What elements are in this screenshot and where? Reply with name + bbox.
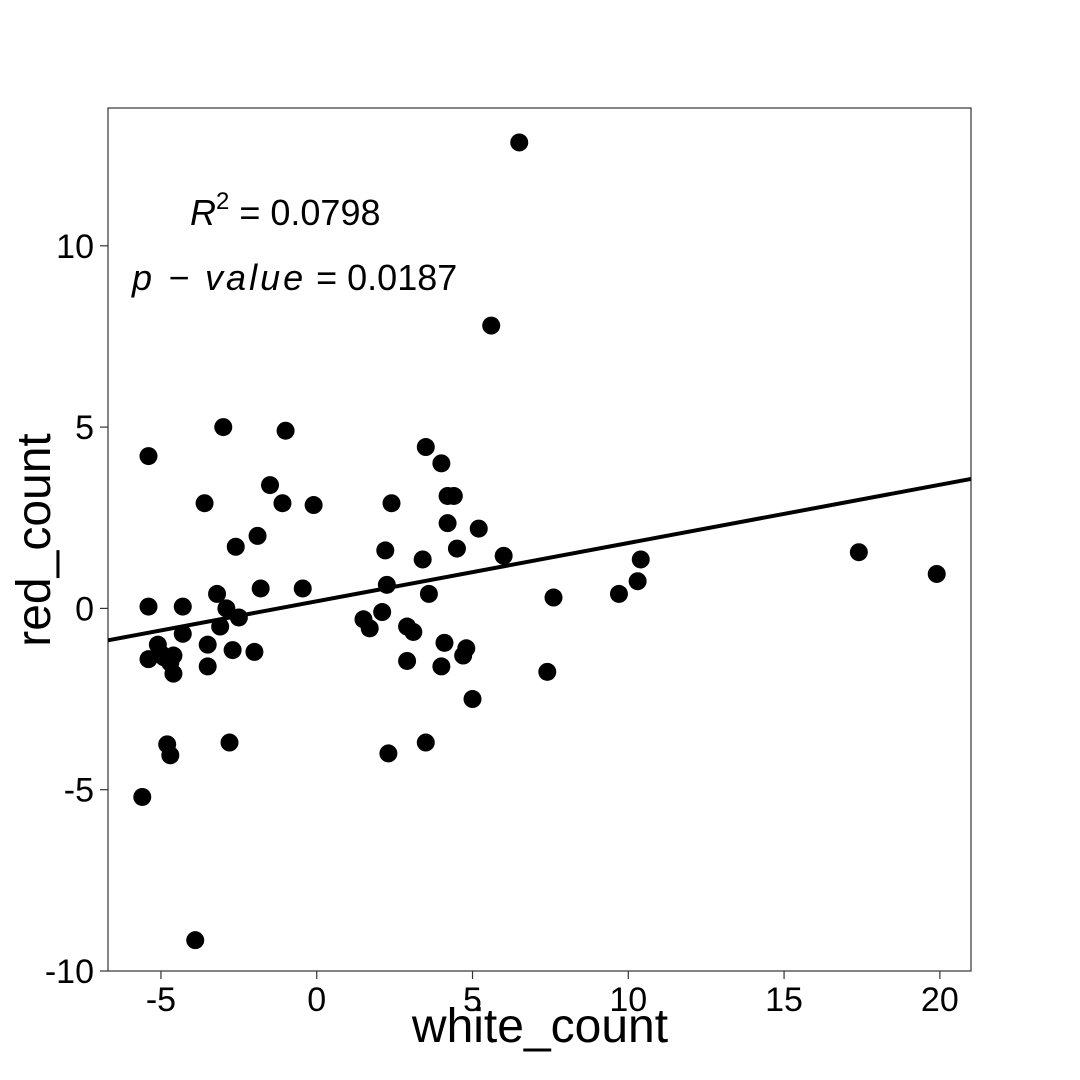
x-tick-label: -5 [146, 981, 176, 1019]
data-point [382, 494, 401, 513]
r-squared-exponent: 2 [216, 188, 229, 215]
data-point [510, 133, 529, 152]
data-point [435, 633, 454, 652]
data-point [379, 744, 398, 763]
y-tick-label: 5 [75, 409, 94, 447]
data-point [198, 635, 217, 654]
data-point [273, 494, 292, 513]
data-point [217, 599, 236, 618]
data-point [293, 579, 312, 598]
data-point [404, 622, 423, 641]
p-value-annotation: p − value = 0.0187 [131, 257, 457, 298]
data-point [373, 603, 392, 622]
data-point [463, 690, 482, 709]
data-point [223, 641, 242, 660]
data-point [419, 584, 438, 603]
data-point [413, 550, 432, 569]
data-point [139, 650, 158, 669]
data-point [214, 418, 233, 437]
data-point [494, 546, 513, 565]
data-point [609, 584, 628, 603]
x-tick-label: 0 [307, 981, 326, 1019]
y-tick-label: -5 [64, 772, 94, 810]
data-point [398, 651, 417, 670]
r-squared-annotation: R2 = 0.0798 [190, 188, 381, 233]
data-point [360, 619, 379, 638]
data-point [211, 617, 230, 636]
y-axis-ticks [100, 245, 108, 972]
data-point [447, 539, 466, 558]
x-axis-ticks [160, 971, 941, 979]
data-point [454, 646, 473, 665]
data-point [432, 454, 451, 473]
data-point [195, 494, 214, 513]
data-point [251, 579, 270, 598]
data-point [538, 662, 557, 681]
data-point [276, 421, 295, 440]
p-value-label: p − value [131, 257, 306, 298]
x-tick-label: 5 [463, 981, 482, 1019]
data-point [245, 642, 264, 661]
data-point [226, 537, 245, 556]
data-point [416, 733, 435, 752]
data-point [376, 541, 395, 560]
r-squared-equals: = [229, 192, 270, 233]
data-point [432, 657, 451, 676]
x-tick-label: 10 [609, 981, 647, 1019]
x-axis-tick-labels: -5 0 5 10 15 20 [146, 981, 959, 1019]
data-point [229, 608, 248, 627]
y-tick-label: 0 [75, 590, 94, 628]
x-axis-title: white_count [411, 1000, 668, 1053]
data-point [377, 575, 396, 594]
x-tick-label: 20 [921, 981, 959, 1019]
data-point [849, 543, 868, 562]
data-point [208, 584, 227, 603]
y-axis-title: red_count [8, 433, 61, 647]
data-point [164, 664, 183, 683]
data-point [469, 519, 488, 538]
r-squared-value: 0.0798 [270, 192, 380, 233]
data-point [186, 931, 205, 950]
plot-frame [107, 107, 972, 972]
data-point [304, 496, 323, 515]
data-point [139, 447, 158, 466]
data-point [631, 550, 650, 569]
data-points [133, 133, 946, 950]
data-point [173, 597, 192, 616]
data-point [173, 624, 192, 643]
data-point [416, 438, 435, 457]
data-point [544, 588, 563, 607]
data-point [438, 514, 457, 533]
data-point [482, 316, 501, 335]
x-tick-label: 15 [765, 981, 803, 1019]
regression-line [107, 476, 972, 643]
data-point [927, 564, 946, 583]
data-point [220, 733, 239, 752]
data-point [133, 787, 152, 806]
data-point [261, 476, 280, 495]
data-point [628, 572, 647, 591]
data-point [248, 526, 267, 545]
y-axis-tick-labels: -10 -5 0 5 10 [45, 228, 94, 991]
data-point [161, 746, 180, 765]
p-value-value: 0.0187 [347, 257, 457, 298]
data-point [198, 657, 217, 676]
data-point [139, 597, 158, 616]
y-tick-label: -10 [45, 953, 94, 991]
r-squared-symbol: R [190, 192, 216, 233]
data-point [444, 486, 463, 505]
p-value-equals: = [306, 257, 347, 298]
y-tick-label: 10 [56, 228, 94, 266]
